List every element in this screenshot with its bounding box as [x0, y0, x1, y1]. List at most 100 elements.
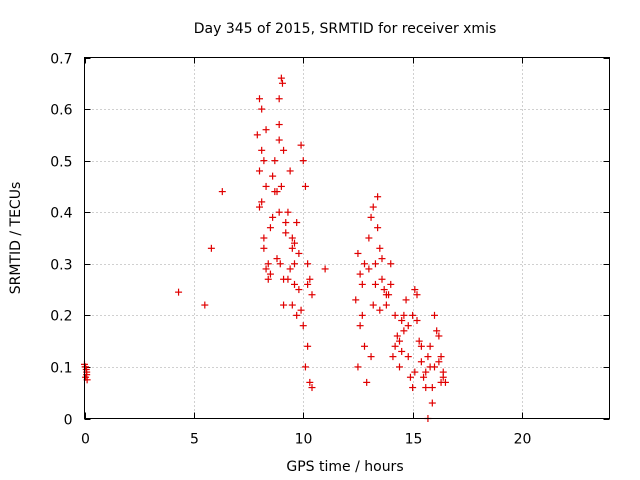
data-point — [280, 301, 288, 309]
data-point — [424, 353, 432, 361]
data-point — [295, 286, 303, 294]
data-point — [361, 260, 368, 268]
x-tick-label: 15 — [405, 432, 423, 448]
data-point — [409, 384, 417, 392]
data-point — [288, 234, 296, 242]
data-point — [280, 275, 288, 283]
data-point — [286, 265, 294, 273]
data-point — [286, 167, 294, 175]
data-point — [437, 378, 445, 386]
data-point — [278, 79, 286, 87]
data-point — [363, 378, 371, 386]
data-point — [301, 363, 309, 371]
data-point — [376, 306, 384, 314]
data-point — [371, 280, 379, 288]
y-tick-label: 0.2 — [50, 309, 72, 325]
chart-title: Day 345 of 2015, SRMTID for receiver xmi… — [194, 21, 497, 37]
data-point — [433, 327, 441, 335]
data-point — [409, 311, 417, 319]
y-tick-label: 0 — [64, 413, 73, 429]
data-point — [295, 249, 303, 257]
data-point — [356, 322, 364, 330]
y-tick-label: 0.5 — [50, 155, 72, 171]
data-point — [396, 337, 403, 345]
x-tick-label: 0 — [81, 432, 90, 448]
data-point — [293, 311, 301, 319]
data-point — [282, 229, 290, 237]
data-point — [365, 234, 373, 242]
y-tick-label: 0.6 — [50, 103, 72, 119]
data-point — [437, 353, 445, 361]
data-point — [276, 260, 284, 268]
data-point — [431, 311, 438, 319]
data-point — [422, 384, 430, 392]
data-point — [297, 306, 305, 314]
data-point — [269, 213, 277, 221]
data-point — [374, 193, 382, 201]
data-point — [304, 342, 312, 350]
data-point — [439, 373, 447, 381]
data-point — [288, 301, 296, 309]
data-point — [354, 249, 362, 257]
data-point — [376, 244, 384, 252]
data-point — [402, 296, 410, 304]
data-point — [271, 157, 279, 165]
data-point — [275, 95, 283, 103]
data-point — [207, 244, 215, 252]
data-point — [382, 291, 390, 299]
data-point — [264, 275, 272, 283]
data-point — [299, 322, 307, 330]
data-point — [361, 342, 368, 350]
data-point — [262, 265, 270, 273]
data-point — [297, 141, 305, 149]
data-point — [367, 353, 375, 361]
data-point — [417, 342, 425, 350]
data-point — [356, 270, 364, 278]
data-point — [264, 260, 272, 268]
data-point — [260, 157, 268, 165]
x-axis-label: GPS time / hours — [286, 459, 403, 475]
data-point — [293, 219, 301, 227]
data-point — [218, 188, 226, 196]
data-point — [371, 260, 379, 268]
grid-lines — [84, 57, 610, 419]
data-point — [428, 384, 436, 392]
data-point — [396, 363, 403, 371]
data-point — [400, 311, 408, 319]
data-point — [382, 301, 390, 309]
data-point — [308, 291, 316, 299]
data-point — [256, 95, 263, 103]
data-point — [271, 188, 279, 196]
data-point — [175, 288, 183, 296]
data-point — [367, 213, 375, 221]
data-point — [389, 353, 397, 361]
data-point — [201, 301, 209, 309]
data-point — [428, 399, 436, 407]
data-point — [435, 332, 443, 340]
data-point — [422, 368, 430, 376]
data-point — [269, 172, 277, 180]
data-point — [258, 105, 266, 113]
data-point — [321, 265, 329, 273]
data-point — [280, 146, 288, 154]
data-point — [301, 182, 309, 190]
data-point — [308, 384, 316, 392]
data-point — [369, 301, 377, 309]
data-point — [380, 286, 388, 294]
data-point — [260, 234, 268, 242]
data-point — [258, 146, 266, 154]
data-point — [81, 363, 89, 371]
data-point — [393, 332, 401, 340]
data-point — [306, 275, 314, 283]
y-tick-label: 0.1 — [50, 361, 72, 377]
data-point — [413, 317, 421, 325]
data-point — [275, 136, 283, 144]
data-point — [256, 167, 263, 175]
data-point — [253, 131, 261, 139]
data-point — [391, 311, 399, 319]
plot-frame — [84, 57, 610, 419]
data-point — [266, 224, 274, 232]
data-point — [358, 280, 366, 288]
data-point — [266, 270, 274, 278]
